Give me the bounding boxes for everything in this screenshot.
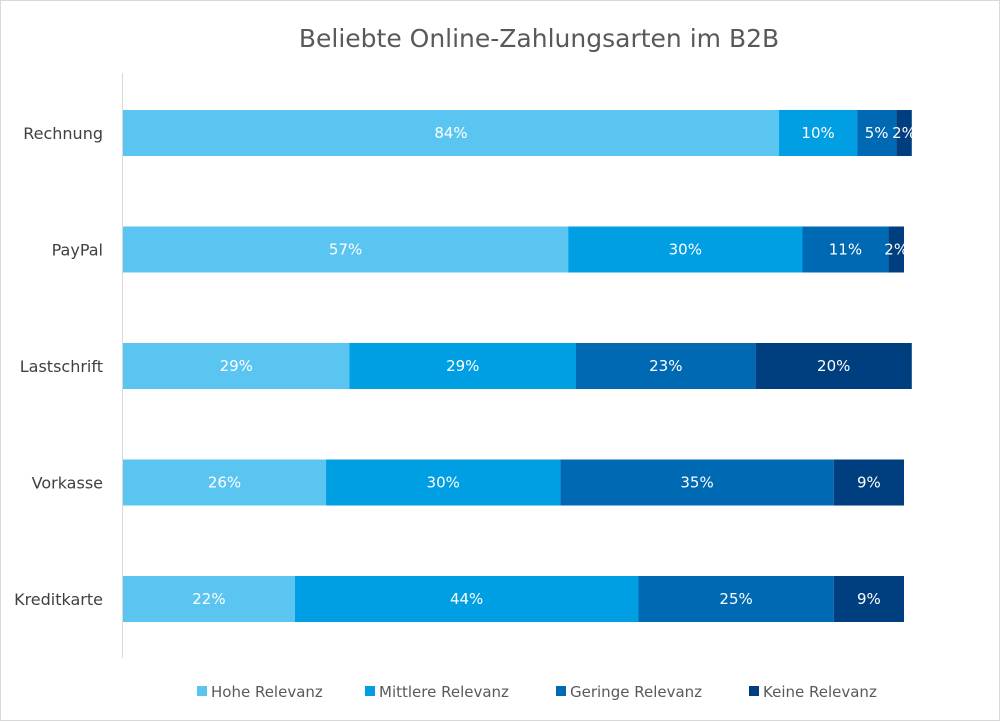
data-label: 23% — [649, 357, 682, 375]
data-label: 25% — [719, 590, 752, 608]
data-label: 11% — [829, 241, 862, 259]
data-label: 5% — [865, 124, 889, 142]
data-label: 44% — [450, 590, 483, 608]
bar-segment — [833, 459, 904, 506]
category-label: PayPal — [52, 241, 103, 260]
category-label: Vorkasse — [32, 474, 103, 493]
data-label: 9% — [857, 590, 881, 608]
data-label: 10% — [801, 124, 834, 142]
bar-segment — [326, 459, 561, 506]
data-label: 2% — [892, 124, 916, 142]
bar-segment — [802, 226, 889, 273]
data-label: 26% — [208, 474, 241, 492]
legend-swatch — [197, 686, 207, 696]
bar-segment — [575, 343, 756, 389]
category-label: Rechnung — [23, 124, 103, 143]
data-label: 30% — [669, 241, 702, 259]
data-label: 20% — [817, 357, 850, 375]
bar-segment — [123, 459, 327, 506]
category-label: Kreditkarte — [14, 590, 103, 609]
bar-segment — [755, 343, 912, 389]
legend-label: Geringe Relevanz — [570, 683, 702, 701]
data-label: 57% — [329, 241, 362, 259]
legend-swatch — [365, 686, 375, 696]
data-label: 84% — [434, 124, 467, 142]
bar-segment — [638, 576, 834, 622]
category-label: Lastschrift — [20, 357, 103, 376]
bar-segment — [123, 343, 350, 389]
bar-segment — [896, 110, 912, 156]
bar-segment — [560, 459, 834, 506]
bar-segment — [123, 576, 295, 622]
chart-title: Beliebte Online-Zahlungsarten im B2B — [299, 24, 779, 53]
legend-label: Hohe Relevanz — [211, 683, 323, 701]
bar-segment — [123, 110, 780, 156]
data-label: 9% — [857, 474, 881, 492]
bar-segment — [294, 576, 639, 622]
data-label: 29% — [446, 357, 479, 375]
legend-label: Mittlere Relevanz — [379, 683, 509, 701]
data-label: 35% — [680, 474, 713, 492]
data-label: 22% — [192, 590, 225, 608]
bar-segment — [779, 110, 858, 156]
legend-label: Keine Relevanz — [763, 683, 877, 701]
bar-segment — [857, 110, 897, 156]
bar-segment — [833, 576, 904, 622]
bar-segment — [888, 226, 904, 273]
data-label: 29% — [220, 357, 253, 375]
data-label: 30% — [427, 474, 460, 492]
legend-swatch — [749, 686, 759, 696]
legend-swatch — [556, 686, 566, 696]
bar-segment — [349, 343, 576, 389]
bar-segment — [123, 226, 569, 273]
bar-segment — [568, 226, 803, 273]
data-label: 2% — [884, 241, 908, 259]
